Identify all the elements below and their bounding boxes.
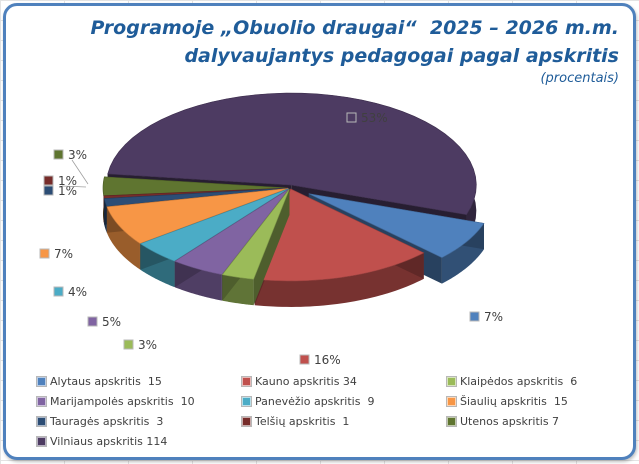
legend-swatch [36,436,47,447]
data-label-vilniaus-apskritis: 53% [346,111,388,125]
pie-slice-top [221,188,290,280]
data-label-swatch [469,311,480,322]
data-label-tel-i-apskritis: 1% [43,174,77,188]
legend-item: Tauragės apskritis 3 [36,413,241,430]
data-label-swatch [53,149,64,160]
legend-label: Klaipėdos apskritis 6 [460,375,578,388]
legend-item: Šiaulių apskritis 15 [446,393,606,410]
pie-slice-side [254,252,424,307]
pie-slice-top [308,193,485,258]
data-label-panev-io-apskritis: 4% [53,285,87,299]
legend-item: Panevėžio apskritis 9 [241,393,446,410]
legend-swatch [241,416,252,427]
legend-swatch [36,396,47,407]
data-label-swatch [39,248,50,259]
data-label-text: 5% [102,315,121,329]
pie-slice-top [103,187,289,207]
legend-item: Marijampolės apskritis 10 [36,393,241,410]
legend-label: Telšių apskritis 1 [255,415,350,428]
data-label-text: 16% [314,353,341,367]
data-label-utenos-apskritis: 3% [53,148,87,162]
data-label-text: 1% [58,174,77,188]
legend-item: Vilniaus apskritis 114 [36,433,241,450]
legend-swatch [36,376,47,387]
data-label-text: 3% [68,148,87,162]
data-label-swatch [299,354,310,365]
data-label-swatch [43,175,54,186]
pie-slice-klaip-dos-apskritis [221,188,290,306]
pie-slice-top [106,188,289,244]
legend-swatch [446,376,457,387]
legend-swatch [241,376,252,387]
data-label-swatch [346,112,357,123]
pie-slice-top [254,188,425,282]
legend-label: Panevėžio apskritis 9 [255,395,375,408]
pie-slice-top [102,176,289,197]
pie-slice-top [139,188,289,262]
legend-item: Kauno apskritis 34 [241,373,446,390]
data-label-swatch [123,339,134,350]
data-label-text: 3% [138,338,157,352]
data-label-text: 7% [54,247,73,261]
legend-item: Klaipėdos apskritis 6 [446,373,606,390]
data-label-swatch [87,316,98,327]
legend-label: Alytaus apskritis 15 [50,375,162,388]
data-label-swatch [53,286,64,297]
data-label-klaip-dos-apskritis: 3% [123,338,157,352]
leader-line [61,159,89,188]
chart-subtitle: (procentais) [540,71,619,86]
legend-item: Alytaus apskritis 15 [36,373,241,390]
data-label-text: 7% [484,310,503,324]
title-line-2: dalyvaujantys pedagogai pagal apskritis [184,45,619,67]
legend-label: Utenos apskritis 7 [460,415,560,428]
data-label-marijampol-s-apskritis: 5% [87,315,121,329]
chart-title: Programoje „Obuolio draugai“ 2025 – 2026… [90,14,619,88]
data-label--iauli-apskritis: 7% [39,247,73,261]
data-label-text: 4% [68,285,87,299]
legend-label: Vilniaus apskritis 114 [50,435,168,448]
data-label-taurag-s-apskritis: 1% [43,184,77,198]
legend-swatch [241,396,252,407]
data-label-swatch [43,185,54,196]
legend-swatch [446,416,457,427]
legend-swatch [446,396,457,407]
title-line-1: Programoje „Obuolio draugai“ 2025 – 2026… [90,17,619,39]
legend-item: Telšių apskritis 1 [241,413,446,430]
legend-swatch [36,416,47,427]
pie-slice-top [107,92,477,215]
legend-label: Tauragės apskritis 3 [50,415,164,428]
data-label-text: 53% [361,111,388,125]
data-label-kauno-apskritis: 16% [299,353,341,367]
legend-label: Šiaulių apskritis 15 [460,395,568,408]
legend-label: Kauno apskritis 34 [255,375,357,388]
chart-legend: Alytaus apskritis 15 Kauno apskritis 34 Kl… [36,373,606,450]
legend-label: Marijampolės apskritis 10 [50,395,195,408]
data-label-text: 1% [58,184,77,198]
data-label-alytaus-apskritis: 7% [469,310,503,324]
legend-item: Utenos apskritis 7 [446,413,606,430]
pie-slice-top [174,188,290,275]
